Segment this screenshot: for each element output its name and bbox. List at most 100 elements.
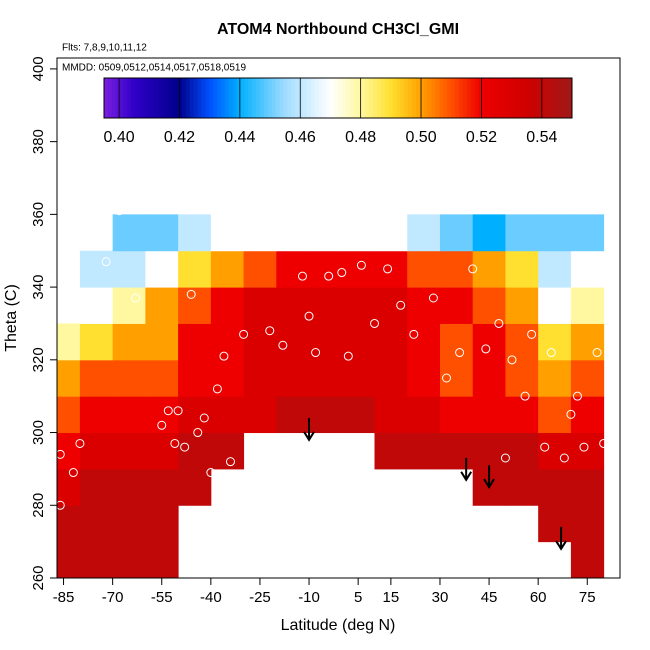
- cell: [570, 432, 605, 470]
- observation-point: [527, 329, 537, 339]
- colorbar-swatch: [408, 78, 413, 118]
- y-tick-label: 400: [30, 56, 47, 81]
- colorbar-tick-label: 0.54: [526, 129, 557, 146]
- cell: [374, 214, 408, 252]
- colorbar-swatch: [263, 78, 269, 118]
- observation-point: [324, 271, 334, 281]
- cell: [505, 468, 539, 506]
- colorbar-swatch: [322, 78, 327, 118]
- observation-point: [468, 264, 478, 274]
- colorbar-swatch: [228, 78, 234, 118]
- cell: [112, 359, 146, 397]
- colorbar-swatch: [536, 78, 542, 118]
- x-tick-label: -40: [200, 589, 222, 606]
- observation-point: [239, 329, 249, 339]
- cell: [309, 287, 343, 324]
- cell: [243, 359, 277, 397]
- colorbar-swatch: [283, 78, 288, 118]
- observation-point: [57, 500, 65, 510]
- cell: [538, 287, 572, 324]
- cell: [407, 323, 441, 361]
- cell: [178, 323, 212, 361]
- colorbar-swatch: [482, 78, 487, 118]
- observation-point: [540, 442, 550, 452]
- cell: [79, 432, 114, 470]
- cell: [276, 250, 310, 288]
- colorbar-swatch: [182, 78, 187, 118]
- y-tick-label: 280: [30, 493, 47, 518]
- colorbar-swatch: [540, 78, 546, 118]
- colorbar-swatch: [111, 78, 117, 118]
- colorbar-swatch: [178, 78, 183, 118]
- colorbar-swatch: [419, 78, 425, 118]
- y-axis-label: Theta (C): [3, 284, 20, 352]
- colorbar-swatch: [197, 78, 202, 118]
- cell: [145, 250, 179, 288]
- y-tick-label: 260: [30, 565, 47, 590]
- cell: [570, 468, 605, 506]
- observation-point: [219, 351, 229, 361]
- colorbar-swatch: [143, 78, 148, 118]
- cell: [210, 287, 245, 324]
- cell: [505, 250, 539, 288]
- cell: [538, 250, 572, 288]
- cell: [276, 396, 310, 434]
- colorbar-swatch: [388, 78, 394, 118]
- colorbar-swatch: [224, 78, 230, 118]
- cell: [178, 468, 212, 506]
- arrow: [303, 417, 315, 442]
- colorbar-swatch: [154, 78, 160, 118]
- cell: [472, 250, 506, 288]
- cell: [570, 323, 605, 361]
- colorbar-swatch: [462, 78, 468, 118]
- cell: [341, 287, 376, 324]
- y-tick-label: 360: [30, 202, 47, 227]
- cell: [538, 505, 572, 543]
- colorbar-swatch: [423, 78, 429, 118]
- colorbar-swatch: [443, 78, 448, 118]
- y-tick-label: 300: [30, 420, 47, 445]
- cell: [145, 541, 179, 578]
- arrow: [555, 526, 567, 551]
- observation-point: [193, 428, 203, 438]
- observation-point: [579, 442, 589, 452]
- x-axis-label: Latitude (deg N): [281, 617, 396, 634]
- cell: [79, 468, 114, 506]
- cell: [178, 359, 212, 397]
- colorbar-swatch: [521, 78, 526, 118]
- x-tick-label: -70: [102, 589, 124, 606]
- colorbar-swatch: [334, 78, 339, 118]
- cell: [57, 323, 81, 361]
- colorbar-swatch: [369, 78, 374, 118]
- cell: [309, 396, 343, 434]
- cell: [276, 287, 310, 324]
- observation-point: [311, 348, 321, 358]
- colorbar-swatch: [107, 78, 113, 118]
- cell: [112, 505, 146, 543]
- x-tick-label: -55: [151, 589, 173, 606]
- colorbar-tick-label: 0.40: [104, 129, 135, 146]
- colorbar-swatch: [412, 78, 417, 118]
- colorbar-swatch: [291, 78, 296, 118]
- colorbar-swatch: [373, 78, 378, 118]
- cell: [178, 250, 212, 288]
- colorbar-swatch: [435, 78, 440, 118]
- colorbar-swatch: [306, 78, 312, 118]
- cell: [145, 214, 179, 252]
- colorbar-swatch: [240, 78, 245, 118]
- cell: [439, 323, 474, 361]
- cell: [505, 432, 539, 470]
- colorbar-swatch: [560, 78, 565, 118]
- cell: [145, 287, 179, 324]
- colorbar-swatch: [248, 78, 253, 118]
- cell: [112, 541, 146, 578]
- colorbar-swatch: [205, 78, 210, 118]
- observation-point: [409, 329, 419, 339]
- colorbar-swatch: [201, 78, 206, 118]
- colorbar-swatch: [139, 78, 144, 118]
- colorbar-swatch: [552, 78, 557, 118]
- observation-point: [343, 351, 353, 361]
- cell: [112, 468, 146, 506]
- x-tick-label: 15: [383, 589, 400, 606]
